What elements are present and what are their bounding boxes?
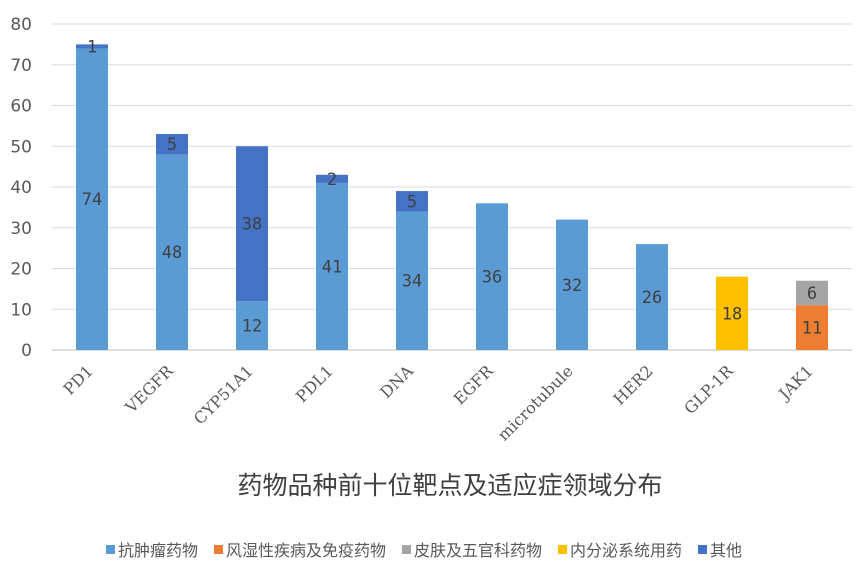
y-tick-label: 50 — [10, 137, 32, 157]
legend-label: 风湿性疾病及免疫药物 — [226, 541, 386, 560]
y-tick-label: 70 — [10, 56, 32, 76]
legend: 抗肿瘤药物 风湿性疾病及免疫药物 皮肤及五官科药物 内分泌系统用药 其他 — [106, 541, 742, 560]
x-tick-label: DNA — [376, 361, 417, 402]
x-tick-label: microtubule — [494, 361, 577, 444]
bar-segment — [236, 301, 268, 350]
bar-segment — [76, 48, 108, 350]
bar-segment — [316, 174, 348, 183]
data-label: 41 — [322, 257, 342, 277]
y-tick-label: 20 — [10, 260, 32, 280]
bar-segment — [76, 44, 108, 49]
bar-segment — [796, 280, 828, 306]
legend-swatch — [698, 545, 707, 554]
x-tick-label: JAK1 — [774, 361, 817, 404]
bar-segment — [236, 146, 268, 302]
bar-segment — [716, 276, 748, 350]
data-label: 18 — [722, 304, 742, 324]
data-labels: 74 1 48 5 12 38 41 2 34 5 36 32 26 18 11 6 — [82, 37, 822, 338]
x-tick-label: PDL1 — [292, 361, 337, 406]
y-tick-label: 10 — [10, 300, 32, 320]
bars — [76, 44, 828, 350]
bar-segment — [556, 219, 588, 350]
data-label: 74 — [82, 190, 102, 210]
data-label: 36 — [482, 268, 502, 288]
data-label: 12 — [242, 317, 262, 337]
data-label: 48 — [162, 243, 182, 263]
bar-segment — [156, 154, 188, 350]
data-label: 11 — [802, 319, 822, 339]
data-label: 5 — [407, 192, 417, 212]
data-label: 2 — [327, 170, 337, 190]
chart-title: 药物品种前十位靶点及适应症领域分布 — [237, 471, 662, 500]
x-tick-label: HER2 — [610, 361, 657, 408]
data-label: 5 — [167, 135, 177, 155]
bar-segment — [316, 182, 348, 350]
bar-segment — [156, 134, 188, 155]
legend-label: 内分泌系统用药 — [570, 541, 682, 560]
legend-label: 其他 — [710, 541, 742, 560]
y-tick-label: 0 — [21, 341, 32, 361]
y-tick-label: 40 — [10, 178, 32, 198]
data-label: 34 — [402, 272, 422, 292]
y-tick-label: 60 — [10, 97, 32, 117]
bar-segment — [636, 244, 668, 350]
x-tick-label: CYP51A1 — [190, 361, 257, 428]
legend-swatch — [106, 545, 115, 554]
x-tick-label: EGFR — [450, 361, 498, 409]
x-tick-label: PD1 — [60, 361, 97, 398]
data-label: 26 — [642, 288, 662, 308]
legend-swatch — [402, 545, 411, 554]
bar-segment — [796, 305, 828, 350]
y-tick-label: 30 — [10, 219, 32, 239]
bar-segment — [476, 203, 508, 350]
x-tick-label: GLP-1R — [680, 361, 737, 418]
y-tick-label: 80 — [10, 15, 32, 35]
legend-swatch — [558, 545, 567, 554]
legend-label: 皮肤及五官科药物 — [414, 541, 542, 560]
legend-label: 抗肿瘤药物 — [118, 541, 198, 560]
data-label: 32 — [562, 276, 582, 296]
legend-swatch — [214, 545, 223, 554]
x-tick-label: VEGFR — [121, 361, 178, 418]
y-axis-ticks: 0 10 20 30 40 50 60 70 80 — [10, 15, 32, 361]
data-label: 6 — [807, 284, 817, 304]
data-label: 38 — [242, 215, 262, 235]
data-label: 1 — [87, 37, 97, 57]
bar-segment — [396, 211, 428, 350]
bar-segment — [396, 191, 428, 212]
